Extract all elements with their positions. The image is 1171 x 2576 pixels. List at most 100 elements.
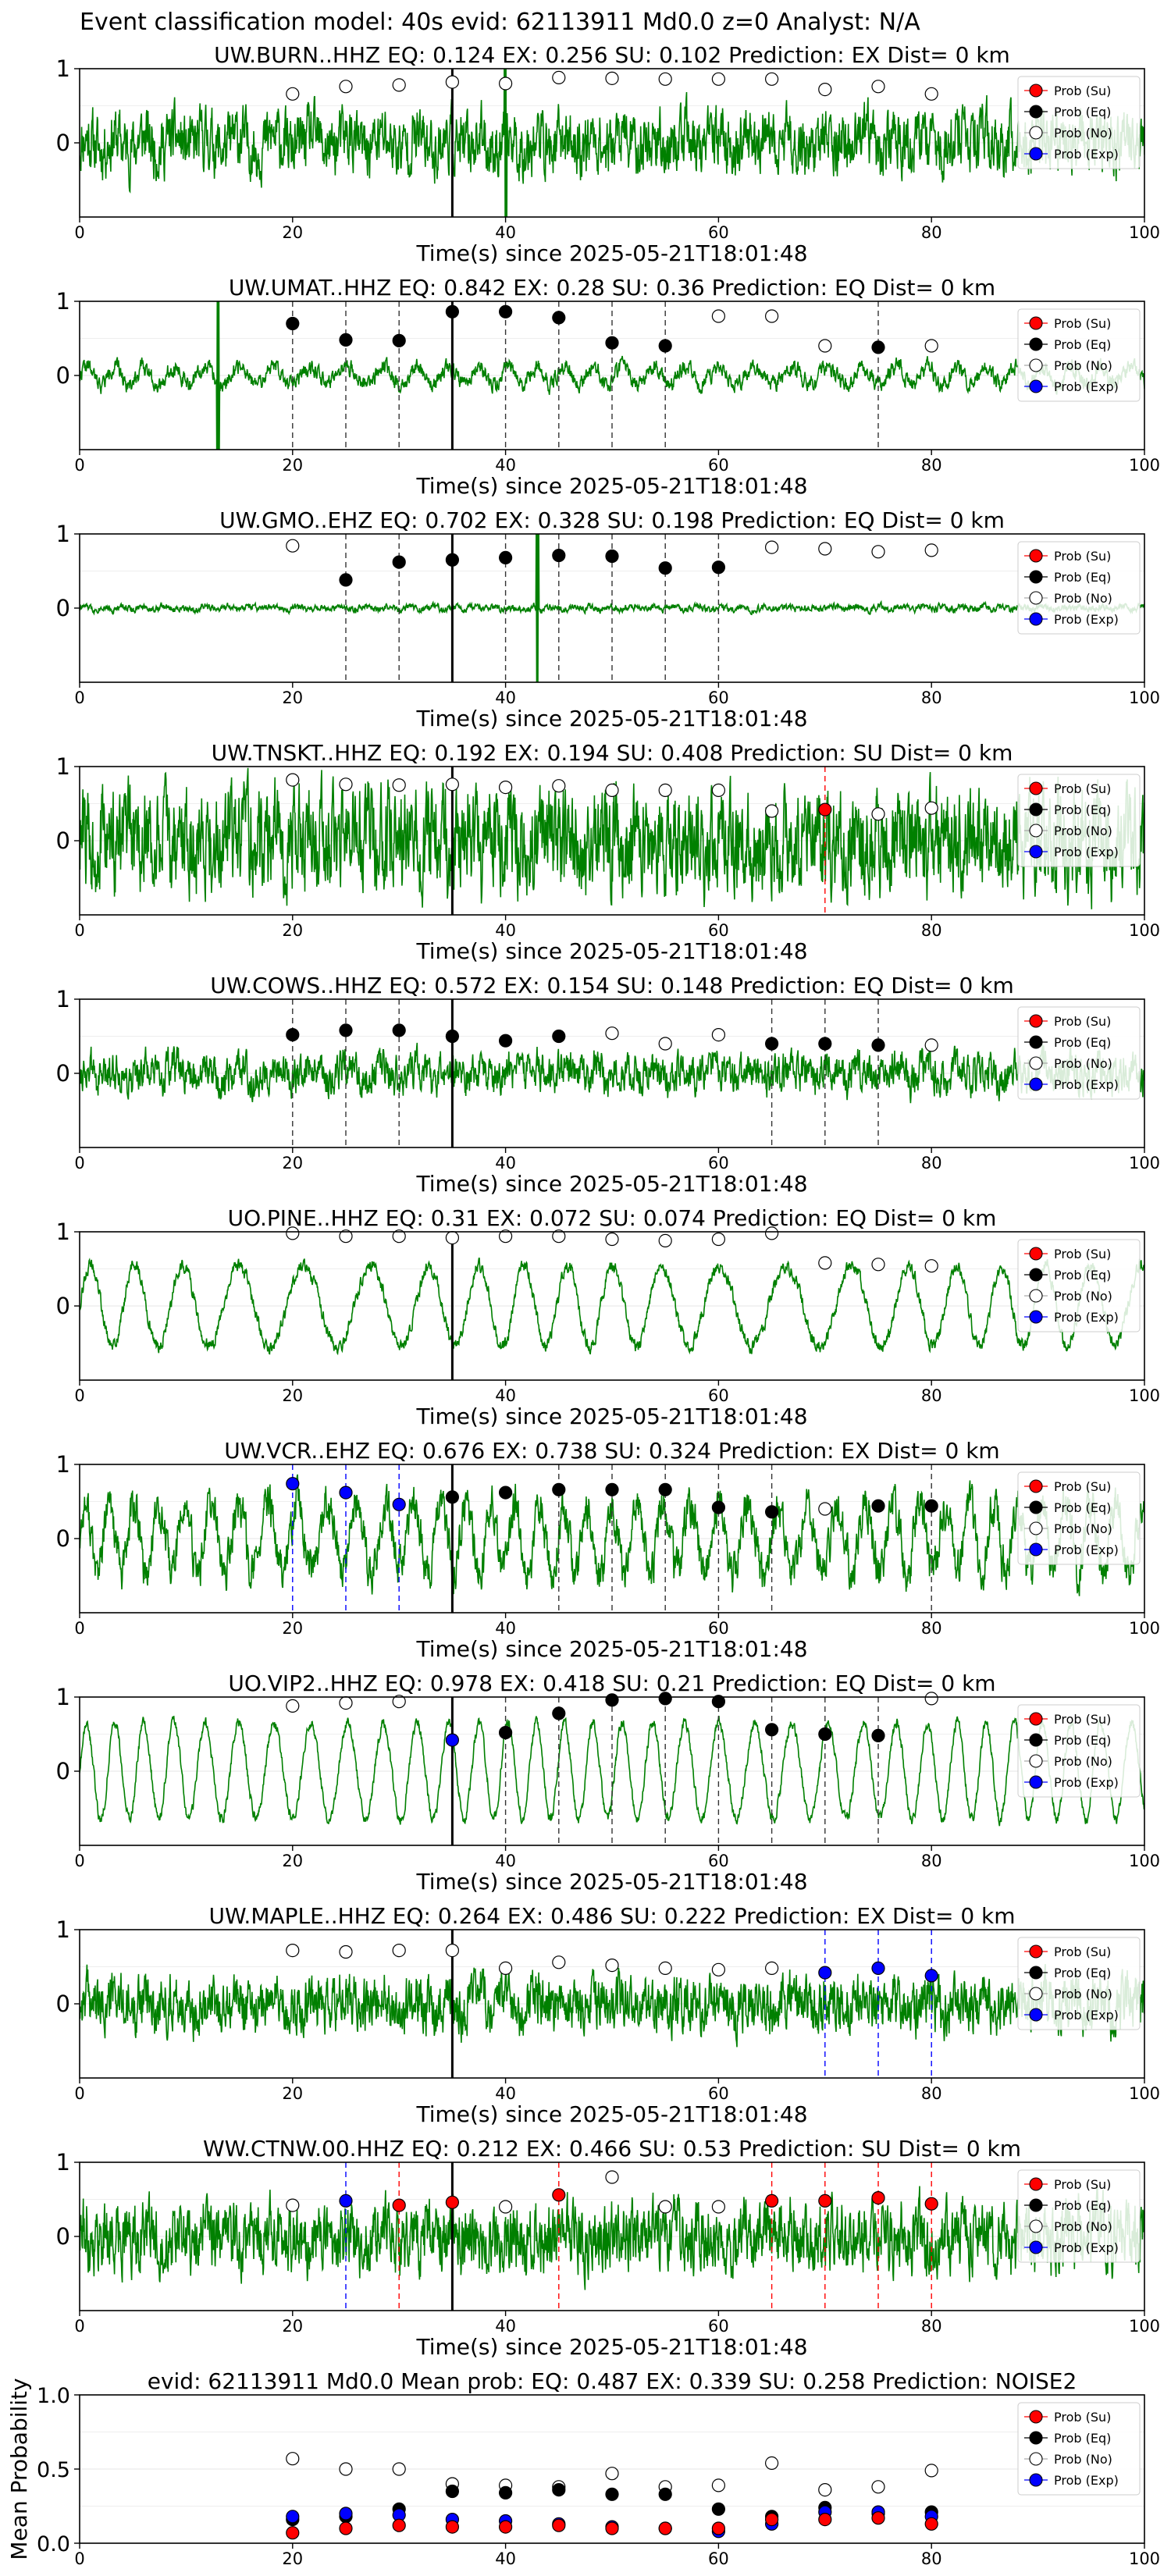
prob-point-eq xyxy=(552,311,566,325)
y-tick-label: 1.0 xyxy=(37,2384,70,2408)
waveform-trace xyxy=(80,1042,1144,1104)
legend-box xyxy=(1017,2402,1141,2496)
prob-point-su xyxy=(818,802,832,817)
x-tick-label: 40 xyxy=(495,688,516,707)
x-tick-label: 40 xyxy=(495,1619,516,1638)
prob-point-eq xyxy=(658,561,672,575)
prob-point-exp xyxy=(871,1961,885,1975)
prob-point-eq xyxy=(339,573,353,587)
x-tick-label: 0 xyxy=(74,1154,84,1172)
waveform-trace xyxy=(80,1258,1144,1356)
legend-label-exp: Prob (Exp) xyxy=(1054,1542,1119,1557)
legend-marker-no xyxy=(1029,1289,1043,1303)
y-tick-label: 0 xyxy=(56,2223,70,2250)
prob-point-su xyxy=(445,2195,460,2209)
prob-point-eq xyxy=(711,1500,726,1514)
panel-6: 0 20 40 60 80 100 0 1 UO.PINE..HHZ EQ: 0.31 EX: … xyxy=(56,1205,1161,1429)
legend-label-su: Prob (Su) xyxy=(1054,2177,1111,2192)
prob-point-eq xyxy=(764,1505,779,1519)
legend-label-exp: Prob (Exp) xyxy=(1054,2240,1119,2255)
prob-point-no xyxy=(339,80,353,94)
prob-point-no xyxy=(392,78,406,92)
panel-7: 0 20 40 60 80 100 0 1 UW.VCR..EHZ EQ: 0.676 EX: … xyxy=(56,1438,1161,1662)
y-tick-label: 1 xyxy=(56,1916,70,1943)
prob-point-no xyxy=(498,1961,513,1975)
prob-point-eq xyxy=(498,1726,513,1740)
prob-point-no xyxy=(764,1226,779,1240)
x-tick-label: 60 xyxy=(708,2317,729,2336)
prob-point-no xyxy=(445,1944,460,1958)
prob-point-exp xyxy=(924,1969,938,1983)
legend-marker-exp xyxy=(1029,845,1043,859)
mean-point-eq xyxy=(605,2487,619,2501)
panel-title: UW.UMAT..HHZ EQ: 0.842 EX: 0.28 SU: 0.36… xyxy=(229,275,995,301)
prob-point-no xyxy=(286,1226,300,1240)
mean-point-su xyxy=(498,2520,513,2534)
prob-point-eq xyxy=(818,1727,832,1742)
prob-point-no xyxy=(818,1502,832,1516)
x-tick-label: 0 xyxy=(74,1619,84,1638)
legend-marker-su xyxy=(1029,2177,1043,2191)
legend-marker-no xyxy=(1029,1056,1043,1070)
prob-point-no xyxy=(498,2200,513,2214)
legend-marker-no xyxy=(1029,126,1043,140)
x-tick-label: 100 xyxy=(1129,2549,1160,2568)
prob-point-eq xyxy=(764,1037,779,1051)
prob-point-eq xyxy=(286,316,300,331)
prob-point-su xyxy=(392,2198,406,2212)
legend-label-su: Prob (Su) xyxy=(1054,549,1111,564)
prob-point-no xyxy=(764,804,779,818)
legend-label-su: Prob (Su) xyxy=(1054,84,1111,98)
x-tick-label: 0 xyxy=(74,2549,84,2568)
prob-point-eq xyxy=(764,1723,779,1737)
waveform-trace xyxy=(80,69,1144,217)
prob-point-eq xyxy=(445,553,460,567)
x-tick-label: 20 xyxy=(282,2549,303,2568)
prob-point-eq xyxy=(711,560,726,575)
mean-point-su xyxy=(764,2513,779,2527)
panel-title: UO.PINE..HHZ EQ: 0.31 EX: 0.072 SU: 0.07… xyxy=(228,1205,997,1231)
prob-point-no xyxy=(339,777,353,792)
panel-3: 0 20 40 60 80 100 0 1 UW.GMO..EHZ EQ: 0.702 EX: … xyxy=(56,507,1161,731)
legend-marker-exp xyxy=(1029,1775,1043,1789)
legend-label-eq: Prob (Eq) xyxy=(1054,570,1111,585)
legend-marker-su xyxy=(1029,781,1043,795)
x-axis-label: Time(s) since 2025-05-21T18:01:48 xyxy=(415,1404,807,1429)
legend-box xyxy=(1017,541,1141,635)
prob-point-eq xyxy=(339,333,353,347)
x-tick-label: 20 xyxy=(282,2317,303,2336)
mean-point-su xyxy=(445,2520,460,2534)
legend-label-exp: Prob (Exp) xyxy=(1054,147,1119,162)
legend-label-exp: Prob (Exp) xyxy=(1054,2008,1119,2023)
x-tick-label: 0 xyxy=(74,2317,84,2336)
legend-marker-no xyxy=(1029,1754,1043,1768)
prob-point-no xyxy=(392,1944,406,1958)
x-axis-label: Time(s) since 2025-05-21T18:01:48 xyxy=(415,1869,807,1895)
prob-point-no xyxy=(924,543,938,557)
x-tick-label: 80 xyxy=(921,1619,942,1638)
prob-point-no xyxy=(445,75,460,89)
prob-point-eq xyxy=(658,1482,672,1496)
prob-point-eq xyxy=(445,1029,460,1044)
x-tick-label: 100 xyxy=(1129,456,1160,475)
legend-marker-no xyxy=(1029,1987,1043,2001)
x-tick-label: 40 xyxy=(495,1852,516,1870)
prob-point-eq xyxy=(339,1023,353,1037)
plot-area xyxy=(80,301,1144,450)
x-tick-label: 0 xyxy=(74,921,84,940)
mean-point-su xyxy=(818,2513,832,2527)
y-tick-label: 1 xyxy=(56,986,70,1012)
prob-point-no xyxy=(658,1037,672,1051)
legend-label-su: Prob (Su) xyxy=(1054,2410,1111,2425)
x-axis-label: Time(s) since 2025-05-21T18:01:48 xyxy=(415,706,807,731)
prob-point-no xyxy=(711,783,726,798)
panel-title: UW.VCR..EHZ EQ: 0.676 EX: 0.738 SU: 0.32… xyxy=(224,1438,999,1464)
legend-marker-su xyxy=(1029,1247,1043,1261)
prob-point-no xyxy=(498,1229,513,1244)
prob-point-no xyxy=(658,72,672,86)
legend-label-su: Prob (Su) xyxy=(1054,1247,1111,1261)
prob-point-eq xyxy=(498,1034,513,1048)
x-tick-label: 20 xyxy=(282,1852,303,1870)
legend-marker-no xyxy=(1029,358,1043,372)
prob-point-no xyxy=(818,339,832,353)
